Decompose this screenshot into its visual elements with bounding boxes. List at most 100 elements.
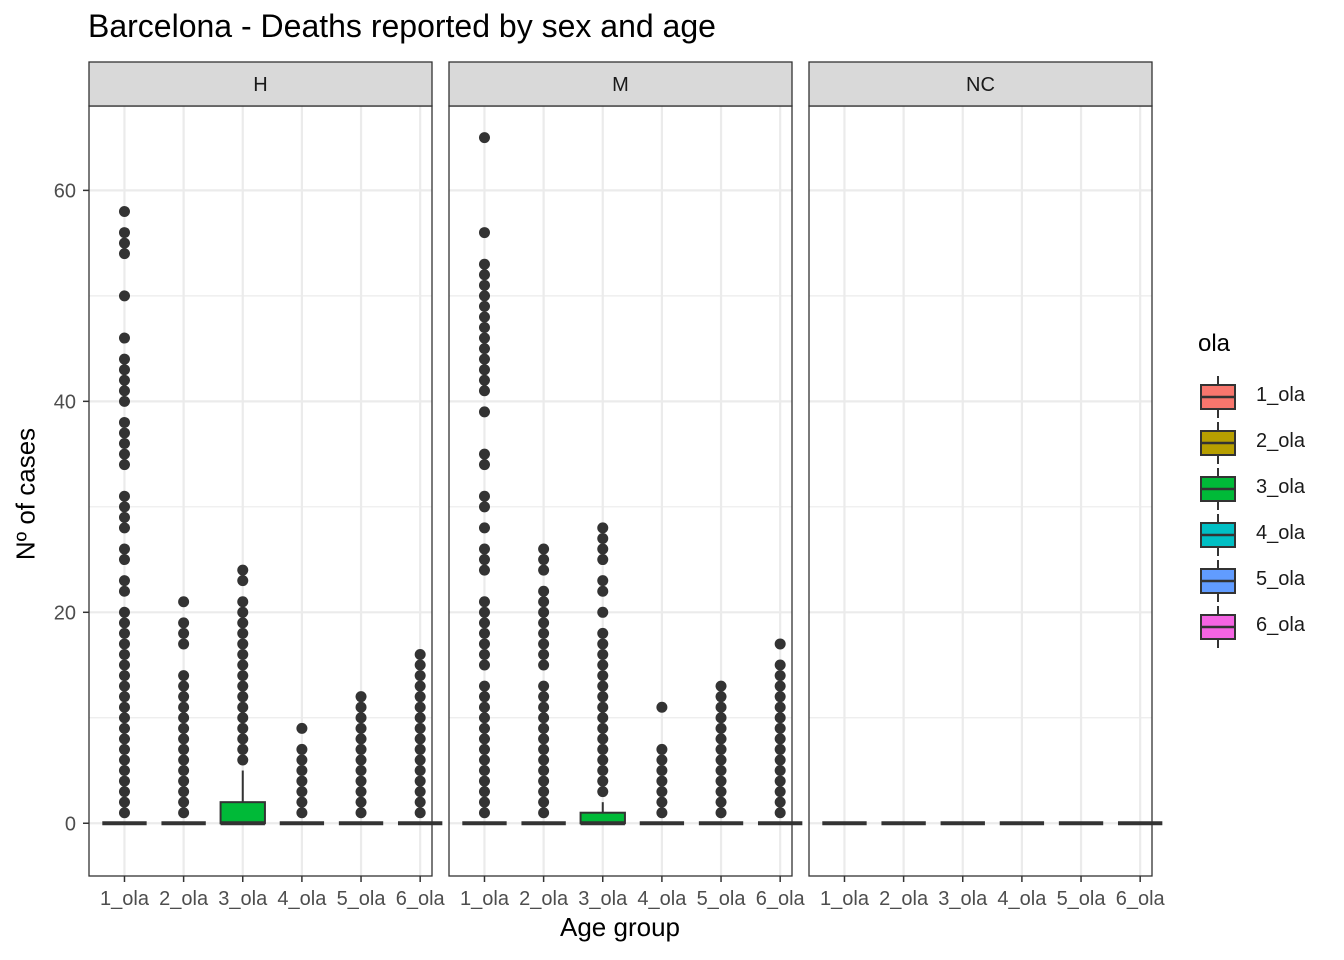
x-tick-label: 4_ola — [637, 888, 687, 910]
outlier-point — [178, 754, 190, 766]
outlier-point — [774, 691, 786, 703]
facet-panel-nc: NC 1_ola 2_ola 3_ola 4_ola 5_ola 6_ola — [808, 61, 1166, 910]
outlier-point — [538, 617, 550, 629]
outlier-point — [774, 680, 786, 692]
legend-item-6_ola: 6_ola — [1196, 604, 1305, 650]
y-tick-label: 40 — [54, 391, 76, 413]
outlier-point — [478, 627, 490, 639]
outlier-point — [414, 796, 426, 808]
box-m-4_ola — [639, 701, 685, 826]
outlier-point — [237, 564, 249, 576]
box-m-6_ola — [757, 638, 803, 826]
outlier-point — [296, 775, 308, 787]
outlier-point — [538, 596, 550, 608]
outlier-point — [597, 754, 609, 766]
outlier-point — [538, 564, 550, 576]
outlier-point — [237, 754, 249, 766]
outlier-point — [414, 775, 426, 787]
outlier-point — [478, 691, 490, 703]
outlier-point — [355, 722, 367, 734]
outlier-point — [538, 680, 550, 692]
x-tick-label: 6_ola — [756, 888, 806, 910]
legend-label: 5_ola — [1256, 568, 1305, 590]
x-tick-label: 4_ola — [277, 888, 327, 910]
outlier-point — [414, 743, 426, 755]
legend-item-2_ola: 2_ola — [1196, 420, 1305, 466]
outlier-point — [237, 606, 249, 618]
outlier-point — [538, 606, 550, 618]
outlier-point — [118, 712, 130, 724]
outlier-point — [237, 627, 249, 639]
outlier-point — [355, 754, 367, 766]
outlier-point — [478, 374, 490, 386]
outlier-point — [478, 132, 490, 144]
outlier-point — [118, 606, 130, 618]
legend-label: 2_ola — [1256, 430, 1305, 452]
outlier-point — [178, 712, 190, 724]
outlier-point — [296, 786, 308, 798]
x-tick-label: 3_ola — [938, 888, 988, 910]
outlier-point — [538, 554, 550, 566]
outlier-point — [597, 765, 609, 777]
outlier-point — [296, 754, 308, 766]
outlier-point — [118, 554, 130, 566]
outlier-point — [597, 733, 609, 745]
outlier-point — [478, 765, 490, 777]
box-h-2_ola — [161, 596, 206, 826]
outlier-point — [478, 279, 490, 291]
outlier-point — [118, 237, 130, 249]
outlier-point — [774, 670, 786, 682]
legend-item-5_ola: 5_ola — [1196, 558, 1305, 604]
outlier-point — [118, 416, 130, 428]
outlier-point — [118, 490, 130, 502]
outlier-point — [118, 290, 130, 302]
outlier-point — [478, 754, 490, 766]
outlier-point — [774, 638, 786, 650]
outlier-point — [597, 522, 609, 534]
outlier-point — [597, 786, 609, 798]
outlier-point — [597, 575, 609, 587]
outlier-point — [237, 575, 249, 587]
outlier-point — [597, 680, 609, 692]
outlier-point — [774, 722, 786, 734]
outlier-point — [414, 691, 426, 703]
outlier-point — [355, 712, 367, 724]
outlier-point — [478, 638, 490, 650]
outlier-point — [296, 765, 308, 777]
panel-background — [809, 106, 1152, 876]
legend-key — [1200, 468, 1236, 510]
x-tick-label: 2_ola — [519, 888, 569, 910]
outlier-point — [118, 765, 130, 777]
outlier-point — [538, 691, 550, 703]
outlier-point — [118, 786, 130, 798]
outlier-point — [478, 269, 490, 281]
outlier-point — [118, 691, 130, 703]
outlier-point — [715, 796, 727, 808]
outlier-point — [597, 670, 609, 682]
x-tick-label: 6_ola — [1116, 888, 1166, 910]
legend-key — [1200, 422, 1236, 464]
outlier-point — [478, 385, 490, 397]
legend-key — [1200, 560, 1236, 602]
outlier-point — [178, 617, 190, 629]
outlier-point — [538, 659, 550, 671]
outlier-point — [118, 395, 130, 407]
legend-label: 4_ola — [1256, 522, 1305, 544]
outlier-point — [538, 786, 550, 798]
outlier-point — [118, 205, 130, 217]
outlier-point — [774, 796, 786, 808]
legend-label: 6_ola — [1256, 614, 1305, 636]
outlier-point — [178, 775, 190, 787]
box-m-5_ola — [698, 680, 744, 826]
x-tick-label: 2_ola — [879, 888, 929, 910]
outlier-point — [118, 670, 130, 682]
outlier-point — [296, 722, 308, 734]
outlier-point — [478, 680, 490, 692]
outlier-point — [118, 511, 130, 523]
outlier-point — [178, 670, 190, 682]
outlier-point — [355, 691, 367, 703]
x-tick-label: 4_ola — [997, 888, 1047, 910]
outlier-point — [237, 701, 249, 713]
outlier-point — [478, 343, 490, 355]
